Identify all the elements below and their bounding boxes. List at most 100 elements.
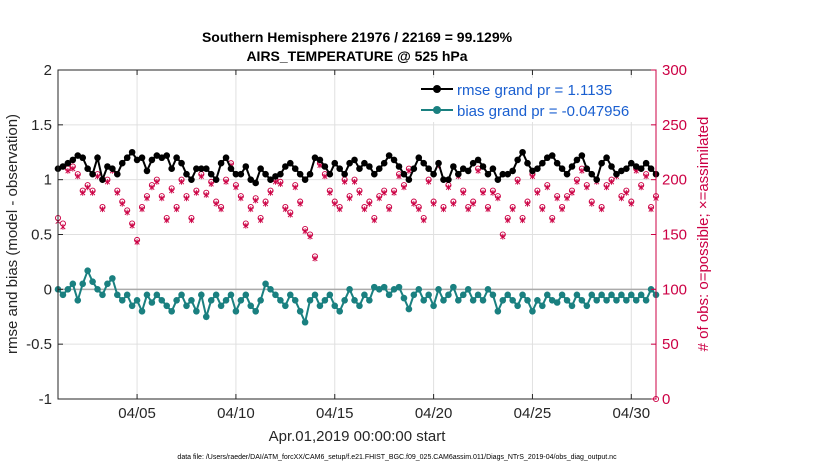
rmse-point: [573, 156, 581, 164]
y-tick-label-right: 300: [662, 62, 687, 79]
bias-point: [89, 278, 96, 285]
rmse-point: [539, 159, 546, 167]
obs-assimilated-marker: [233, 184, 239, 191]
obs-assimilated-marker: [302, 228, 308, 235]
y-axis-label-right: # of obs: o=possible; ×=assimilated: [695, 117, 712, 352]
y-tick-label-left: 0.5: [31, 227, 52, 244]
bias-point: [370, 283, 378, 291]
rmse-point: [321, 163, 329, 170]
bias-point: [341, 297, 348, 304]
rmse-point: [128, 148, 136, 156]
obs-assimilated-marker: [440, 206, 447, 213]
bias-point: [366, 297, 373, 304]
bias-point: [459, 291, 467, 299]
rmse-point: [380, 159, 388, 167]
bias-point: [627, 291, 635, 299]
bias-point: [390, 286, 398, 293]
rmse-point: [366, 163, 373, 170]
obs-assimilated-marker: [401, 184, 407, 191]
rmse-point: [163, 152, 171, 159]
rmse-point: [385, 152, 393, 159]
rmse-point: [227, 165, 235, 172]
y-tick-label-right: 150: [662, 227, 687, 244]
rmse-point: [296, 170, 304, 178]
rmse-point: [484, 170, 492, 178]
rmse-point: [440, 176, 447, 183]
rmse-point: [593, 176, 600, 183]
obs-assimilated-marker: [243, 222, 249, 229]
obs-assimilated-marker: [628, 200, 634, 207]
bias-point: [118, 297, 126, 304]
rmse-point: [84, 165, 91, 172]
bias-point: [153, 291, 161, 299]
bias-point: [94, 286, 101, 293]
obs-assimilated-marker: [515, 178, 521, 185]
bias-point: [455, 297, 462, 304]
rmse-point: [326, 170, 334, 178]
rmse-point: [114, 170, 121, 178]
obs-assimilated-marker: [416, 206, 422, 213]
bias-point: [435, 286, 442, 293]
obs-assimilated-marker: [544, 184, 550, 191]
bias-point: [128, 302, 136, 310]
rmse-point: [59, 163, 67, 170]
obs-assimilated-marker: [188, 217, 195, 224]
rmse-point: [336, 165, 344, 172]
y-tick-label-left: 0: [44, 281, 52, 298]
bias-point: [385, 291, 393, 299]
obs-assimilated-marker: [164, 217, 170, 224]
obs-assimilated-marker: [139, 206, 145, 213]
rmse-point: [198, 165, 205, 172]
bias-point: [534, 297, 541, 304]
bias-point: [632, 297, 640, 304]
rmse-point: [425, 165, 432, 172]
obs-assimilated-marker: [60, 223, 66, 230]
rmse-point: [202, 165, 210, 172]
bias-point: [158, 297, 166, 304]
rmse-point: [568, 163, 576, 170]
obs-assimilated-marker: [129, 222, 135, 229]
bias-point: [207, 297, 215, 304]
obs-assimilated-marker: [203, 192, 209, 198]
obs-assimilated-marker: [381, 189, 387, 196]
bias-point: [168, 307, 175, 315]
y-tick-label-right: 0: [662, 391, 670, 408]
rmse-point: [395, 163, 403, 170]
rmse-point: [262, 170, 269, 178]
obs-assimilated-marker: [154, 178, 160, 185]
right-axis-ticks: 0 50 100 150 200 250 300: [651, 62, 687, 408]
rmse-point: [370, 170, 378, 178]
rmse-point: [178, 159, 185, 167]
bias-point: [133, 297, 141, 304]
rmse-point: [148, 156, 156, 164]
rmse-point: [489, 165, 497, 172]
rmse-point: [237, 170, 245, 178]
rmse-point: [588, 170, 596, 178]
bias-point: [326, 291, 334, 299]
obs-assimilated-marker: [89, 189, 96, 196]
bias-point: [252, 307, 259, 315]
obs-assimilated-marker: [450, 200, 456, 207]
obs-assimilated-marker: [465, 206, 471, 213]
y-tick-label-right: 50: [662, 336, 679, 353]
rmse-point: [143, 167, 151, 175]
rmse-point: [232, 170, 240, 178]
obs-assimilated-marker: [569, 189, 575, 196]
x-tick-label: 04/15: [316, 405, 354, 422]
bias-point: [331, 302, 339, 310]
bias-point: [553, 299, 561, 306]
rmse-point: [608, 163, 615, 170]
bias-point: [598, 291, 605, 299]
obs-assimilated-marker: [524, 200, 531, 207]
obs-assimilated-marker: [361, 206, 368, 213]
obs-assimilated-marker: [178, 178, 185, 185]
bias-point: [489, 291, 497, 299]
obs-assimilated-marker: [549, 217, 555, 224]
bias-point: [242, 291, 250, 299]
bias-point: [193, 307, 200, 315]
rmse-point: [133, 156, 141, 164]
obs-assimilated-marker: [554, 195, 560, 202]
obs-assimilated-marker: [282, 206, 288, 213]
bias-point: [277, 297, 284, 304]
x-tick-label: 04/30: [613, 405, 651, 422]
